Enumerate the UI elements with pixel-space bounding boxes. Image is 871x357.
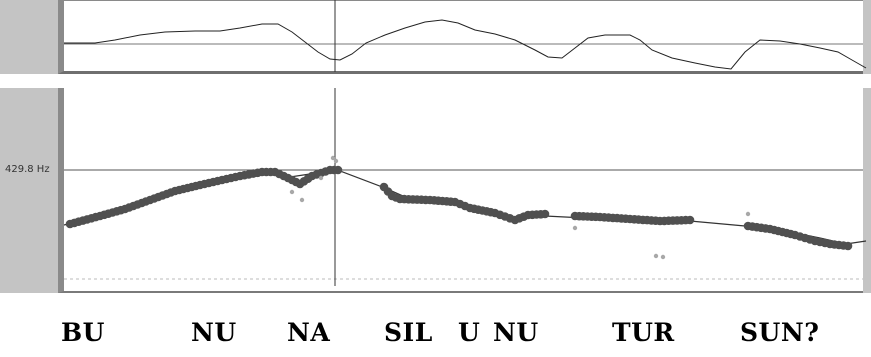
- pitch-svg: [63, 88, 867, 286]
- pitch-point: [333, 165, 343, 175]
- intensity-svg: [64, 0, 867, 72]
- pitch-stray-point: [660, 254, 666, 260]
- syllable-na: NA: [287, 318, 331, 347]
- intensity-plot[interactable]: [58, 0, 863, 74]
- syllable-nu: NU: [191, 318, 237, 347]
- pitch-point: [540, 209, 550, 219]
- syllable-sil: SIL: [384, 318, 433, 347]
- syllable-bu: BU: [61, 318, 105, 347]
- pitch-point: [685, 215, 695, 225]
- intensity-gutter: [0, 0, 58, 74]
- pitch-point: [843, 241, 853, 251]
- pitch-right-scrollbar[interactable]: [863, 88, 871, 293]
- pitch-stray-point: [289, 189, 295, 195]
- pitch-stray-point: [330, 155, 336, 161]
- intensity-right-scrollbar[interactable]: [863, 0, 871, 74]
- pitch-stray-point: [299, 197, 305, 203]
- pitch-reference-label: 429.8 Hz: [5, 164, 50, 175]
- pitch-panel: 429.8 Hz: [0, 88, 871, 293]
- syllable-sun: SUN?: [740, 318, 820, 347]
- intensity-curve: [64, 19, 867, 70]
- pitch-stray-point: [333, 158, 339, 164]
- pitch-stray-point: [572, 225, 578, 231]
- intensity-panel: [0, 0, 871, 74]
- pitch-stray-point: [653, 253, 659, 259]
- pitch-stray-point: [318, 175, 324, 181]
- pitch-gutter: [0, 88, 58, 293]
- syllable-tur: TUR: [612, 318, 675, 347]
- syllable-transcription: BU NU NA SIL U NU TUR SUN?: [0, 318, 871, 357]
- syllable-u: U: [458, 318, 481, 347]
- pitch-stray-point: [745, 211, 751, 217]
- syllable-nu2: NU: [493, 318, 539, 347]
